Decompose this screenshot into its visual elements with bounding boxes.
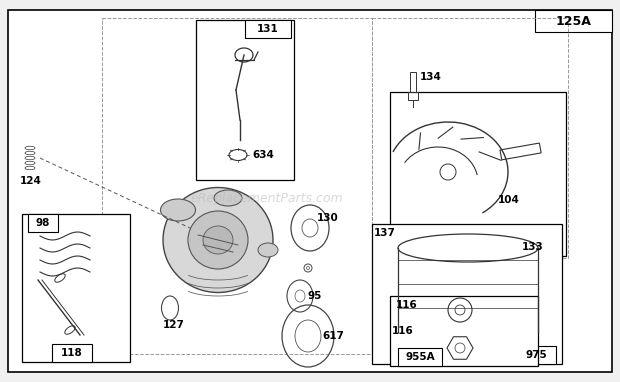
Text: 130: 130	[317, 213, 339, 223]
Text: 133: 133	[522, 242, 544, 252]
Bar	[535, 10, 612, 32]
Bar	[22, 214, 130, 362]
Ellipse shape	[214, 190, 242, 206]
Bar	[500, 143, 541, 160]
Bar	[102, 18, 372, 354]
Ellipse shape	[258, 243, 278, 257]
Text: 124: 124	[20, 176, 42, 186]
Bar	[398, 348, 442, 366]
Ellipse shape	[188, 211, 248, 269]
Bar	[390, 92, 566, 256]
Text: 116: 116	[396, 300, 418, 310]
Text: 634: 634	[252, 150, 274, 160]
Text: 617: 617	[322, 331, 344, 341]
Ellipse shape	[203, 226, 233, 254]
Text: 131: 131	[257, 24, 279, 34]
Text: 104: 104	[498, 195, 520, 205]
Ellipse shape	[161, 199, 195, 221]
Text: 134: 134	[420, 72, 442, 82]
Text: 955A: 955A	[405, 352, 435, 362]
Bar	[410, 72, 416, 92]
Text: 137: 137	[374, 228, 396, 238]
Text: 116: 116	[392, 326, 414, 336]
Bar	[28, 214, 58, 232]
Bar	[408, 92, 418, 100]
Bar	[52, 344, 92, 362]
Text: 95: 95	[308, 291, 322, 301]
Bar	[372, 18, 568, 258]
Bar	[390, 296, 538, 366]
Bar	[245, 20, 291, 38]
Text: 98: 98	[36, 218, 50, 228]
Bar	[516, 346, 556, 364]
Bar	[372, 224, 562, 364]
Bar	[196, 20, 294, 180]
Text: eReplacementParts.com: eReplacementParts.com	[190, 192, 343, 205]
Ellipse shape	[163, 188, 273, 293]
Text: 125A: 125A	[556, 15, 591, 28]
Text: 127: 127	[163, 320, 185, 330]
Text: 118: 118	[61, 348, 83, 358]
Bar	[512, 238, 554, 256]
Text: 975: 975	[525, 350, 547, 360]
